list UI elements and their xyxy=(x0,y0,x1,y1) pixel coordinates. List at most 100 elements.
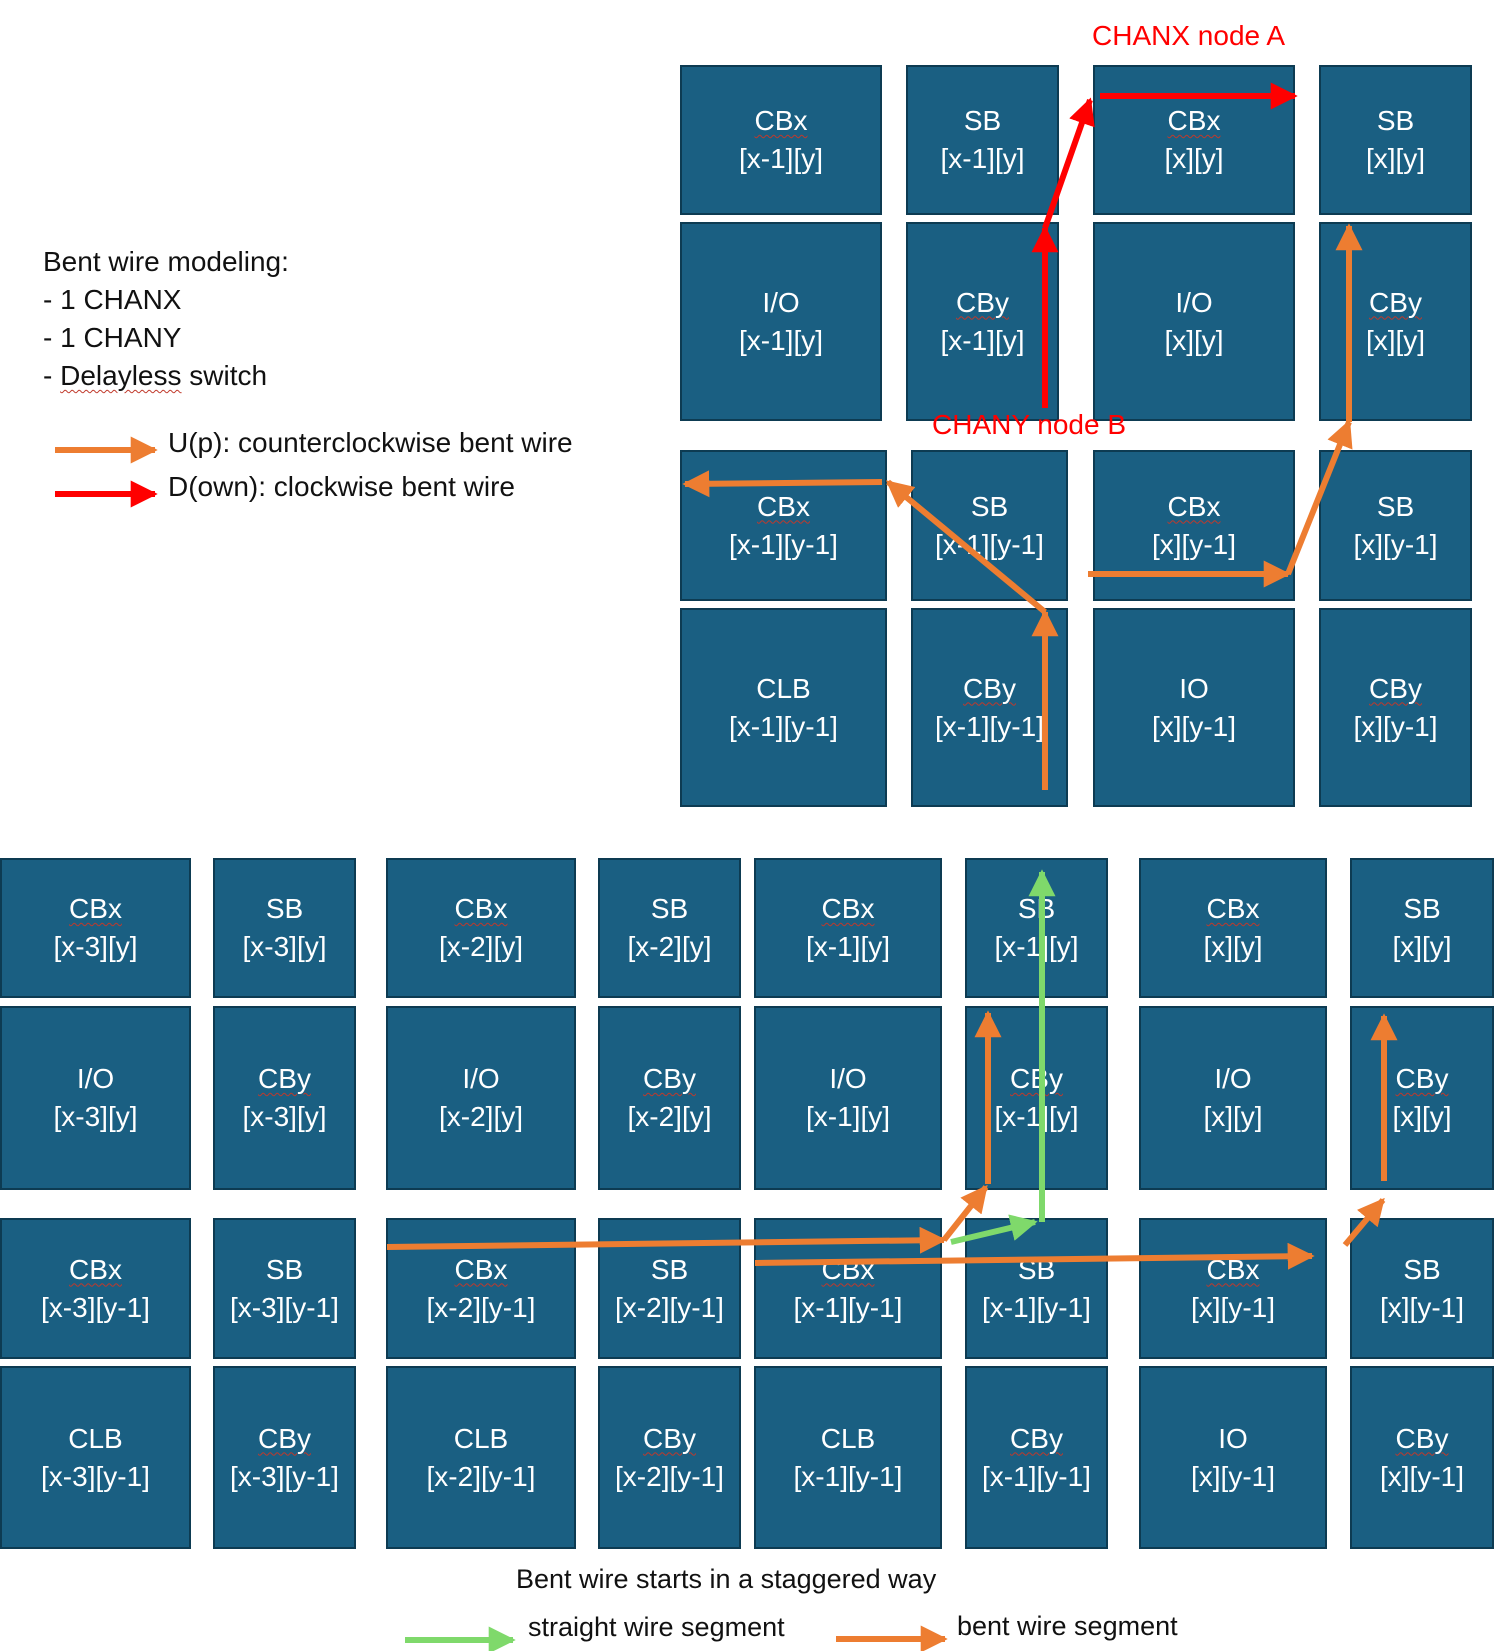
tile-type-label: CBx xyxy=(1167,490,1221,522)
bottom-tile-13: CBy [x-1][y] xyxy=(965,1006,1108,1190)
tile-coord-label: [x][y-1] xyxy=(1190,1291,1275,1323)
bottom-tile-30: IO [x][y-1] xyxy=(1139,1366,1327,1549)
tile-type-label: SB xyxy=(1376,490,1415,522)
tile-type-label: CBx xyxy=(454,893,508,924)
tile-type-label: CLB xyxy=(68,1422,123,1454)
tile-coord-label: [x-1][y-1] xyxy=(793,1460,903,1492)
top-tile-11: SB [x][y-1] xyxy=(1319,450,1472,601)
bottom-tile-11: CBy [x-2][y] xyxy=(598,1006,741,1190)
bottom-tile-27: CBy [x-2][y-1] xyxy=(598,1366,741,1549)
tile-coord-label: [x][y] xyxy=(1365,143,1426,174)
top-tile-9: SB [x-1][y-1] xyxy=(911,450,1068,601)
tile-coord-label: [x-2][y] xyxy=(438,1101,523,1132)
tile-coord-label: [x-1][y] xyxy=(738,143,823,174)
top-tile-10: CBx [x][y-1] xyxy=(1093,450,1295,601)
tile-coord-label: [x][y] xyxy=(1164,324,1224,356)
tile-type-label: CBx xyxy=(821,893,875,924)
tile-coord-label: [x][y] xyxy=(1392,931,1452,962)
top-tile-1: SB [x-1][y] xyxy=(906,65,1059,215)
bottom-tile-14: I/O [x][y] xyxy=(1139,1006,1327,1190)
bottom-tile-19: SB [x-2][y-1] xyxy=(598,1218,741,1359)
tile-coord-label: [x][y-1] xyxy=(1379,1291,1464,1323)
bottom-tile-8: I/O [x-3][y] xyxy=(0,1006,191,1190)
tile-type-label: CBy xyxy=(643,1063,696,1094)
bottom-tile-2: CBx [x-2][y] xyxy=(386,858,576,998)
tile-type-label: CBy xyxy=(1010,1422,1063,1454)
tile-coord-label: [x][y-1] xyxy=(1379,1460,1464,1492)
legend-title: Bent wire modeling: xyxy=(43,246,289,277)
tile-coord-label: [x][y-1] xyxy=(1151,710,1236,742)
tile-coord-label: [x][y] xyxy=(1365,324,1426,356)
bottom-tile-9: CBy [x-3][y] xyxy=(213,1006,356,1190)
tile-coord-label: [x][y] xyxy=(1203,931,1263,962)
tile-coord-label: [x-1][y-1] xyxy=(729,528,838,560)
tile-type-label: CBx xyxy=(454,1253,508,1285)
tile-coord-label: [x-1][y-1] xyxy=(935,528,1044,560)
tile-type-label: CBx xyxy=(69,1253,122,1285)
tile-coord-label: [x-3][y] xyxy=(242,931,327,962)
bottom-tile-1: SB [x-3][y] xyxy=(213,858,356,998)
tile-type-label: CBy xyxy=(1395,1422,1449,1454)
tile-coord-label: [x-1][y] xyxy=(738,324,823,356)
bottom-tile-17: SB [x-3][y-1] xyxy=(213,1218,356,1359)
tile-coord-label: [x][y-1] xyxy=(1353,710,1438,742)
tile-coord-label: [x-3][y] xyxy=(53,1101,138,1132)
legend-down-label: D(own): clockwise bent wire xyxy=(168,471,515,502)
tile-coord-label: [x-1][y] xyxy=(994,1101,1079,1132)
tile-type-label: CBy xyxy=(1395,1063,1449,1094)
bottom-tile-31: CBy [x][y-1] xyxy=(1350,1366,1494,1549)
bottom-tile-3: SB [x-2][y] xyxy=(598,858,741,998)
tile-type-label: CBx xyxy=(1167,105,1221,136)
tile-coord-label: [x-2][y] xyxy=(627,931,712,962)
tile-coord-label: [x-1][y-1] xyxy=(935,710,1044,742)
tile-type-label: CLB xyxy=(820,1422,876,1454)
legend-item-chanx: - 1 CHANX xyxy=(43,284,182,315)
tile-coord-label: [x][y-1] xyxy=(1190,1460,1275,1492)
tile-type-label: CBy xyxy=(258,1063,311,1094)
tile-coord-label: [x-1][y-1] xyxy=(982,1291,1091,1323)
bottom-tile-10: I/O [x-2][y] xyxy=(386,1006,576,1190)
tile-coord-label: [x][y] xyxy=(1392,1101,1452,1132)
bottom-tile-22: CBx [x][y-1] xyxy=(1139,1218,1327,1359)
top-tile-3: SB [x][y] xyxy=(1319,65,1472,215)
top-tile-5: CBy [x-1][y] xyxy=(906,222,1059,421)
legend-up-label: U(p): counterclockwise bent wire xyxy=(168,427,573,458)
tile-type-label: I/O xyxy=(462,1063,500,1094)
bottom-caption: Bent wire starts in a staggered way xyxy=(516,1564,937,1594)
tile-type-label: SB xyxy=(650,1253,689,1285)
tile-type-label: IO xyxy=(1218,1422,1248,1454)
bottom-tile-0: CBx [x-3][y] xyxy=(0,858,191,998)
tile-coord-label: [x-3][y] xyxy=(53,931,138,962)
tile-coord-label: [x-3][y] xyxy=(242,1101,327,1132)
tile-type-label: I/O xyxy=(762,286,800,318)
tile-type-label: SB xyxy=(265,1253,304,1285)
bottom-tile-28: CLB [x-1][y-1] xyxy=(754,1366,942,1549)
tile-coord-label: [x][y-1] xyxy=(1151,528,1236,560)
top-tile-8: CBx [x-1][y-1] xyxy=(680,450,887,601)
bottom-tile-16: CBx [x-3][y-1] xyxy=(0,1218,191,1359)
bottom-tile-20: CBx [x-1][y-1] xyxy=(754,1218,942,1359)
tile-type-label: CBy xyxy=(258,1422,311,1454)
tile-coord-label: [x-3][y-1] xyxy=(230,1460,339,1492)
tile-type-label: CBx xyxy=(754,105,808,136)
tile-coord-label: [x-2][y-1] xyxy=(426,1291,536,1323)
bottom-tile-29: CBy [x-1][y-1] xyxy=(965,1366,1108,1549)
bottom-tile-25: CBy [x-3][y-1] xyxy=(213,1366,356,1549)
top-tile-14: IO [x][y-1] xyxy=(1093,608,1295,807)
tile-type-label: CBx xyxy=(69,893,122,924)
tile-type-label: I/O xyxy=(76,1063,115,1094)
tile-coord-label: [x-2][y-1] xyxy=(426,1460,536,1492)
tile-coord-label: [x-1][y-1] xyxy=(729,710,838,742)
tile-type-label: SB xyxy=(265,893,304,924)
tile-type-label: I/O xyxy=(829,1063,867,1094)
tile-type-label: CBy xyxy=(643,1422,696,1454)
tile-type-label: I/O xyxy=(1175,286,1213,318)
bottom-tile-15: CBy [x][y] xyxy=(1350,1006,1494,1190)
tile-coord-label: [x-1][y] xyxy=(994,931,1079,962)
tile-type-label: CBx xyxy=(1206,1253,1260,1285)
tile-type-label: CBy xyxy=(956,286,1009,318)
tile-type-label: CBx xyxy=(757,490,810,522)
bottom-tile-21: SB [x-1][y-1] xyxy=(965,1218,1108,1359)
top-tile-7: CBy [x][y] xyxy=(1319,222,1472,421)
